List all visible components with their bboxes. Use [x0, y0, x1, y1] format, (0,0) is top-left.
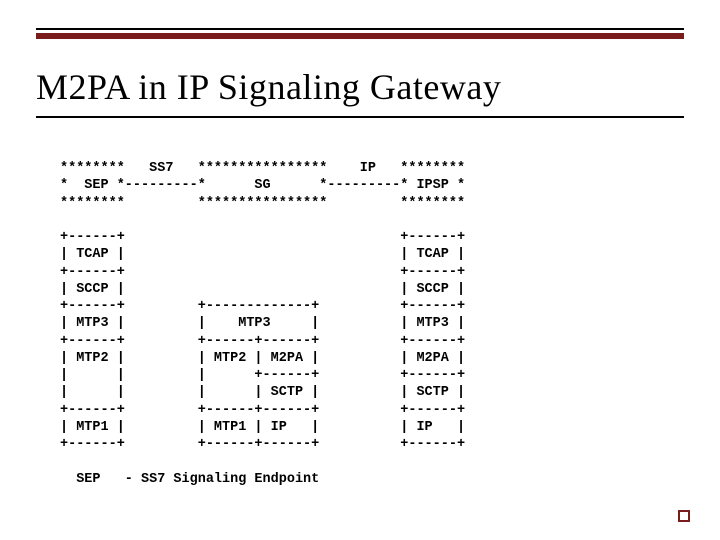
slide-title: M2PA in IP Signaling Gateway [36, 66, 684, 108]
top-rules [36, 28, 684, 39]
ascii-diagram: ******** SS7 **************** IP *******… [60, 160, 465, 488]
title-underline [36, 116, 684, 118]
rule-thick [36, 33, 684, 39]
rule-thin [36, 28, 684, 30]
title-block: M2PA in IP Signaling Gateway [36, 66, 684, 118]
footer-bullet-icon [678, 510, 690, 522]
